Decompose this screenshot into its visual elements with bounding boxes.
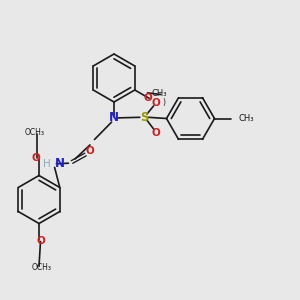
- Text: O: O: [36, 236, 45, 246]
- Text: ): ): [162, 98, 165, 107]
- Text: O: O: [31, 153, 40, 164]
- Text: O: O: [151, 128, 160, 138]
- Text: N: N: [55, 157, 64, 170]
- Text: O: O: [151, 98, 160, 108]
- Text: CH₃: CH₃: [238, 114, 254, 123]
- Text: O: O: [143, 93, 152, 103]
- Text: OCH₃: OCH₃: [25, 128, 44, 137]
- Text: CH₃: CH₃: [152, 89, 167, 98]
- Text: N: N: [109, 111, 119, 124]
- Text: O: O: [85, 146, 94, 156]
- Text: H: H: [43, 159, 51, 169]
- Text: OCH₃: OCH₃: [32, 263, 52, 272]
- Text: S: S: [140, 111, 148, 124]
